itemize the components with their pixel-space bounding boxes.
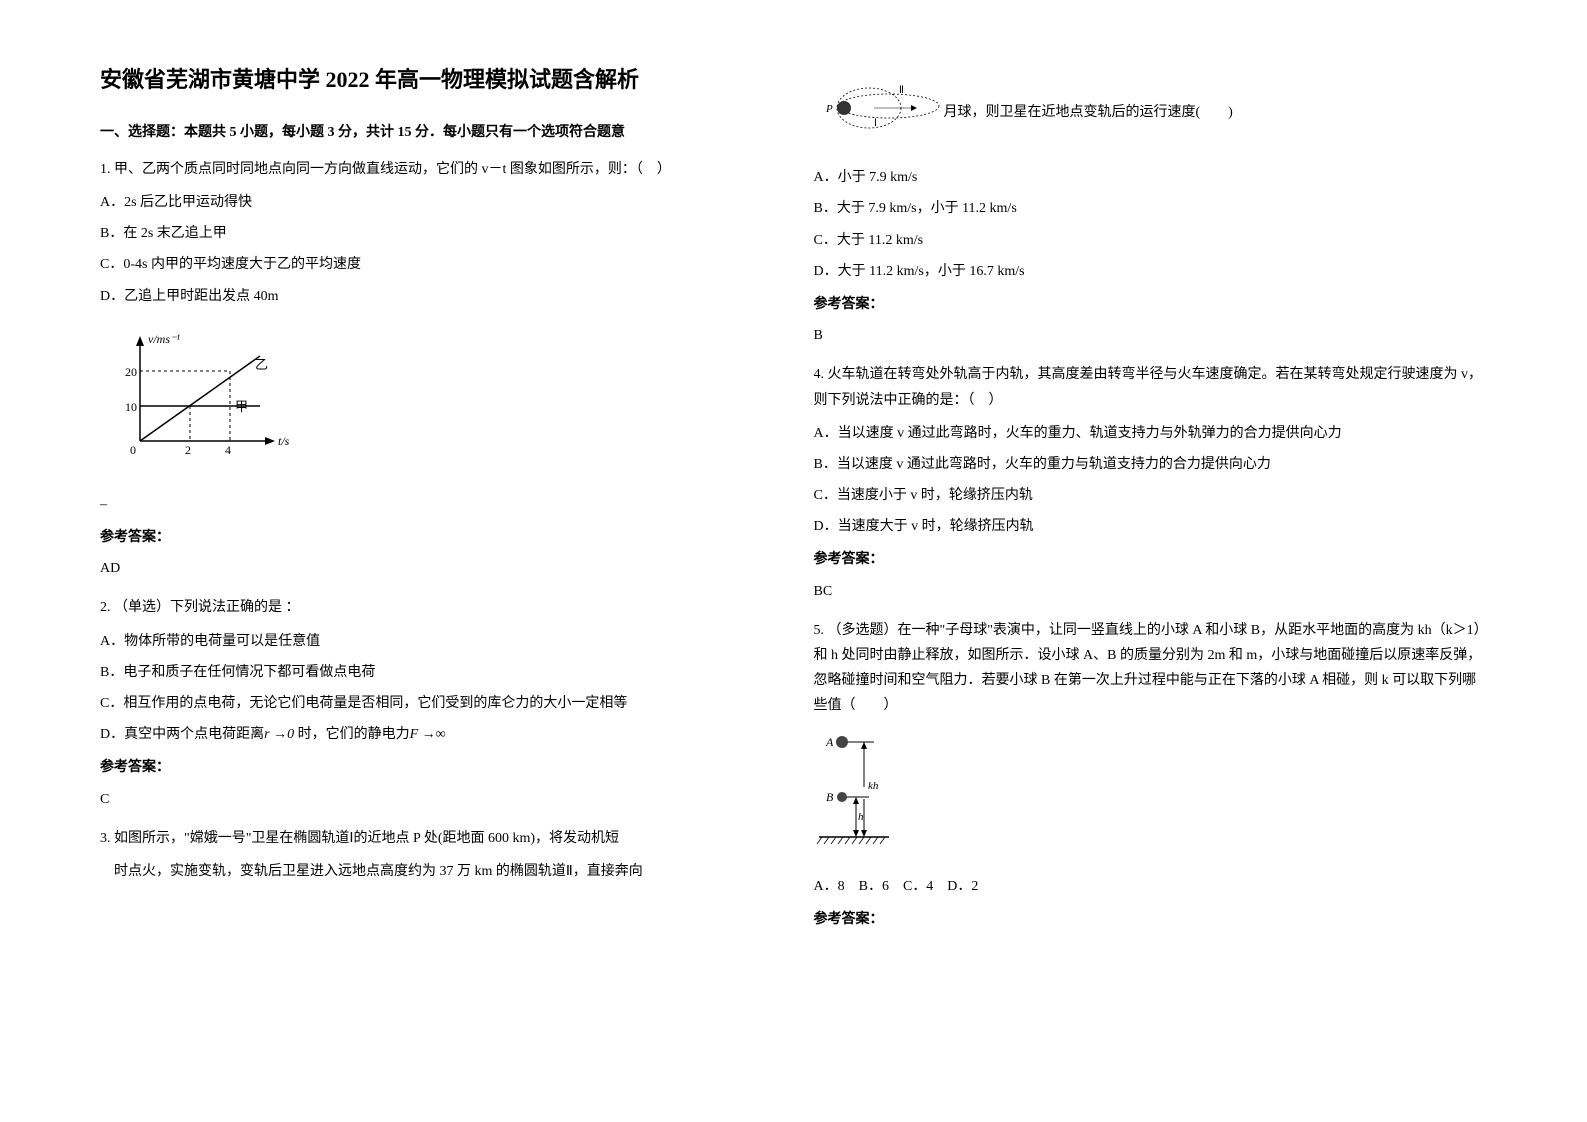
graph-x-label: t/s bbox=[278, 434, 290, 448]
q1-vt-graph: v/ms⁻¹ t/s 20 10 0 2 4 甲 乙 bbox=[100, 321, 774, 480]
q1-answer-label: 参考答案： bbox=[100, 525, 774, 550]
question-3-continued: P Ⅱ Ⅰ 月球，则卫星在近地点变轨后的运行速度( ) A．小于 7.9 km/… bbox=[814, 60, 1488, 348]
q3-text1: 3. 如图所示，"嫦娥一号"卫星在椭圆轨道Ⅰ的近地点 P 处(距地面 600 k… bbox=[100, 826, 774, 851]
q5-text: 5. （多选题）在一种"子母球"表演中，让同一竖直线上的小球 A 和小球 B，从… bbox=[814, 618, 1488, 719]
ytick-10: 10 bbox=[125, 400, 137, 414]
line-yi-label: 乙 bbox=[255, 357, 268, 372]
graph-y-label: v/ms⁻¹ bbox=[148, 332, 180, 346]
xtick-4: 4 bbox=[225, 443, 231, 457]
question-2: 2. （单选）下列说法正确的是 ： A．物体所带的电荷量可以是任意值 B．电子和… bbox=[100, 595, 774, 811]
q2-d-pre: D．真空中两个点电荷距离 bbox=[100, 727, 264, 742]
q3-answer: B bbox=[814, 323, 1488, 348]
q2-d-mid: 时，它们的静电力 bbox=[294, 727, 410, 742]
q1-answer: AD bbox=[100, 556, 774, 581]
q1-text: 1. 甲、乙两个质点同时同地点向同一方向做直线运动，它们的 v－t 图象如图所示… bbox=[100, 157, 774, 182]
q4-text: 4. 火车轨道在转弯处外轨高于内轨，其高度差由转弯半径与火车速度确定。若在某转弯… bbox=[814, 362, 1488, 412]
q2-option-b: B．电子和质子在任何情况下都可看做点电荷 bbox=[100, 660, 774, 685]
line-jia-label: 甲 bbox=[235, 399, 248, 414]
q1-option-a: A．2s 后乙比甲运动得快 bbox=[100, 190, 774, 215]
ball-b-label: B bbox=[826, 790, 834, 804]
q2-formula1: r →0 bbox=[264, 727, 294, 742]
q2-answer-label: 参考答案： bbox=[100, 755, 774, 780]
right-column: P Ⅱ Ⅰ 月球，则卫星在近地点变轨后的运行速度( ) A．小于 7.9 km/… bbox=[794, 60, 1508, 1062]
q2-answer: C bbox=[100, 787, 774, 812]
ytick-20: 20 bbox=[125, 365, 137, 379]
question-4: 4. 火车轨道在转弯处外轨高于内轨，其高度差由转弯半径与火车速度确定。若在某转弯… bbox=[814, 362, 1488, 604]
q3-option-c: C．大于 11.2 km/s bbox=[814, 228, 1488, 253]
ytick-0: 0 bbox=[130, 443, 136, 457]
q1-option-c: C．0-4s 内甲的平均速度大于乙的平均速度 bbox=[100, 252, 774, 277]
section-header: 一、选择题：本题共 5 小题，每小题 3 分，共计 15 分．每小题只有一个选项… bbox=[100, 120, 774, 145]
q5-balls-diagram: A B kh h bbox=[814, 727, 1488, 866]
h-label: h bbox=[858, 811, 864, 823]
q5-answer-label: 参考答案： bbox=[814, 907, 1488, 932]
q4-option-c: C．当速度小于 v 时，轮缘挤压内轨 bbox=[814, 483, 1488, 508]
q3-text3: 月球，则卫星在近地点变轨后的运行速度( ) bbox=[944, 60, 1488, 125]
q3-option-b: B．大于 7.9 km/s，小于 11.2 km/s bbox=[814, 196, 1488, 221]
q2-formula2: F →∞ bbox=[410, 727, 446, 742]
q2-option-a: A．物体所带的电荷量可以是任意值 bbox=[100, 629, 774, 654]
q3-text2: 时点火，实施变轨，变轨后卫星进入远地点高度约为 37 万 km 的椭圆轨道Ⅱ，直… bbox=[100, 859, 774, 884]
q3-option-d: D．大于 11.2 km/s，小于 16.7 km/s bbox=[814, 259, 1488, 284]
question-1: 1. 甲、乙两个质点同时同地点向同一方向做直线运动，它们的 v－t 图象如图所示… bbox=[100, 157, 774, 582]
q4-answer: BC bbox=[814, 579, 1488, 604]
q4-option-b: B．当以速度 v 通过此弯路时，火车的重力与轨道支持力的合力提供向心力 bbox=[814, 452, 1488, 477]
q2-option-c: C．相互作用的点电荷，无论它们电荷量是否相同，它们受到的库仑力的大小一定相等 bbox=[100, 691, 774, 716]
kh-label: kh bbox=[868, 780, 879, 792]
q2-text: 2. （单选）下列说法正确的是 ： bbox=[100, 595, 774, 620]
orbit-label-p: P bbox=[825, 103, 833, 115]
spacer-dash: – bbox=[100, 492, 774, 517]
q1-option-b: B．在 2s 末乙追上甲 bbox=[100, 221, 774, 246]
xtick-2: 2 bbox=[185, 443, 191, 457]
ball-a-label: A bbox=[825, 735, 834, 749]
q4-option-d: D．当速度大于 v 时，轮缘挤压内轨 bbox=[814, 514, 1488, 539]
q3-option-a: A．小于 7.9 km/s bbox=[814, 165, 1488, 190]
question-5: 5. （多选题）在一种"子母球"表演中，让同一竖直线上的小球 A 和小球 B，从… bbox=[814, 618, 1488, 932]
orbit-label-2: Ⅱ bbox=[899, 85, 904, 96]
q3-answer-label: 参考答案： bbox=[814, 292, 1488, 317]
q3-orbit-diagram: P Ⅱ Ⅰ bbox=[814, 68, 944, 157]
q4-answer-label: 参考答案： bbox=[814, 547, 1488, 572]
question-3-start: 3. 如图所示，"嫦娥一号"卫星在椭圆轨道Ⅰ的近地点 P 处(距地面 600 k… bbox=[100, 826, 774, 884]
left-column: 安徽省芜湖市黄塘中学 2022 年高一物理模拟试题含解析 一、选择题：本题共 5… bbox=[80, 60, 794, 1062]
q1-option-d: D．乙追上甲时距出发点 40m bbox=[100, 284, 774, 309]
q2-option-d: D．真空中两个点电荷距离r →0 时，它们的静电力F →∞ bbox=[100, 722, 774, 747]
page-title: 安徽省芜湖市黄塘中学 2022 年高一物理模拟试题含解析 bbox=[100, 60, 774, 100]
q5-options: A．8 B．6 C．4 D．2 bbox=[814, 874, 1488, 899]
orbit-label-1: Ⅰ bbox=[874, 118, 877, 129]
q4-option-a: A．当以速度 v 通过此弯路时，火车的重力、轨道支持力与外轨弹力的合力提供向心力 bbox=[814, 421, 1488, 446]
